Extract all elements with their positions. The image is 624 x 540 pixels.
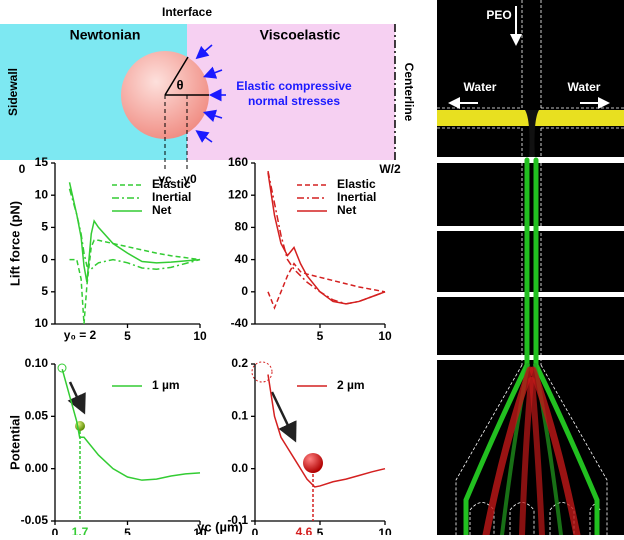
- series-line: [267, 170, 386, 305]
- y-tick-label: -0.05: [21, 513, 49, 527]
- frame-gaps: [437, 157, 624, 360]
- channel-walls: [437, 0, 624, 535]
- y-tick-label: 0.0: [231, 461, 248, 475]
- arrow: [270, 391, 297, 443]
- arrow: [67, 381, 86, 415]
- label: Viscoelastic: [260, 27, 341, 43]
- y-tick-label: 0.2: [231, 356, 248, 370]
- label: 0: [19, 162, 26, 176]
- x-tick-label: 5: [317, 526, 324, 535]
- annotation: y₀ = 2: [64, 328, 97, 342]
- background: [437, 0, 624, 535]
- y-tick-label: -40: [231, 316, 249, 330]
- series-line: [69, 239, 201, 325]
- label: Newtonian: [70, 27, 141, 43]
- y-axis-label: Potential: [7, 415, 22, 470]
- series-line: [68, 188, 201, 271]
- label: Sidewall: [6, 68, 20, 116]
- legend-label: Elastic: [152, 177, 191, 191]
- stress-arrows: [195, 44, 226, 143]
- y-tick-label: 5: [41, 220, 48, 234]
- y-tick-label: 0.10: [25, 356, 49, 370]
- streams: [463, 157, 600, 539]
- y-tick-label: 10: [35, 316, 49, 330]
- legend-label: Elastic: [337, 177, 376, 191]
- label: PEO: [486, 8, 511, 22]
- viscoelastic-region: [187, 24, 395, 160]
- legend-label: Inertial: [337, 190, 376, 204]
- label: normal stresses: [248, 94, 340, 108]
- series-line: [61, 369, 201, 481]
- x-tick-label: 5: [317, 329, 324, 343]
- legend-label: 2 µm: [337, 378, 365, 392]
- legend-label: Net: [337, 203, 356, 217]
- schematic: Interface Newtonian Viscoelastic Sidewal…: [0, 5, 416, 186]
- label: Interface: [162, 5, 212, 19]
- annotation: 1.7: [72, 525, 89, 535]
- y-tick-label: 80: [235, 220, 249, 234]
- series-line: [267, 374, 386, 488]
- label: y0: [183, 172, 197, 186]
- label: θ: [176, 77, 183, 92]
- y-tick-label: 0: [241, 284, 248, 298]
- label: Centerline: [402, 63, 416, 122]
- start-particle: [57, 363, 67, 373]
- x-tick-label: 10: [378, 526, 392, 535]
- radius: [164, 56, 189, 96]
- series-line: [267, 172, 386, 305]
- y-tick-label: 0.05: [25, 409, 49, 423]
- x-tick-label: 5: [124, 329, 131, 343]
- label: yc: [158, 172, 172, 186]
- series-line: [68, 182, 201, 283]
- x-tick-label: 0: [252, 526, 259, 535]
- y-tick-label: 5: [41, 284, 48, 298]
- y-tick-label: 0.00: [25, 461, 49, 475]
- y-tick-label: 0.1: [231, 409, 248, 423]
- label: Elastic compressive: [236, 79, 352, 93]
- legend-label: 1 µm: [152, 378, 180, 392]
- y-axis-label: Lift force (pN): [7, 201, 22, 286]
- x-axis-label: yc (µm): [197, 519, 243, 534]
- y-tick-label: 15: [35, 155, 49, 169]
- y-tick-label: -0.1: [227, 513, 248, 527]
- y-tick-label: 40: [235, 252, 249, 266]
- peo-stream: [525, 110, 539, 160]
- y-tick-label: 120: [228, 187, 248, 201]
- series-line: [267, 262, 386, 310]
- y-tick-label: 10: [35, 187, 49, 201]
- annotation: 4.6: [296, 525, 313, 535]
- label: Water: [464, 80, 497, 94]
- start-particle: [251, 361, 273, 383]
- y-tick-label: 0: [41, 252, 48, 266]
- decorations: [57, 361, 323, 473]
- x-tick-label: 0: [52, 526, 59, 535]
- legend-label: Net: [152, 203, 171, 217]
- label: Water: [568, 80, 601, 94]
- micrograph: PEO Water Water: [437, 0, 624, 539]
- x-tick-label: 5: [124, 526, 131, 535]
- label: W/2: [379, 162, 401, 176]
- particle: [303, 453, 323, 473]
- x-tick-label: 10: [193, 329, 207, 343]
- x-tick-label: 10: [378, 329, 392, 343]
- y-tick-label: 160: [228, 155, 248, 169]
- legend-label: Inertial: [152, 190, 191, 204]
